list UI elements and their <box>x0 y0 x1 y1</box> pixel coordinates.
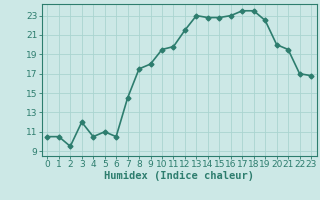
X-axis label: Humidex (Indice chaleur): Humidex (Indice chaleur) <box>104 171 254 181</box>
